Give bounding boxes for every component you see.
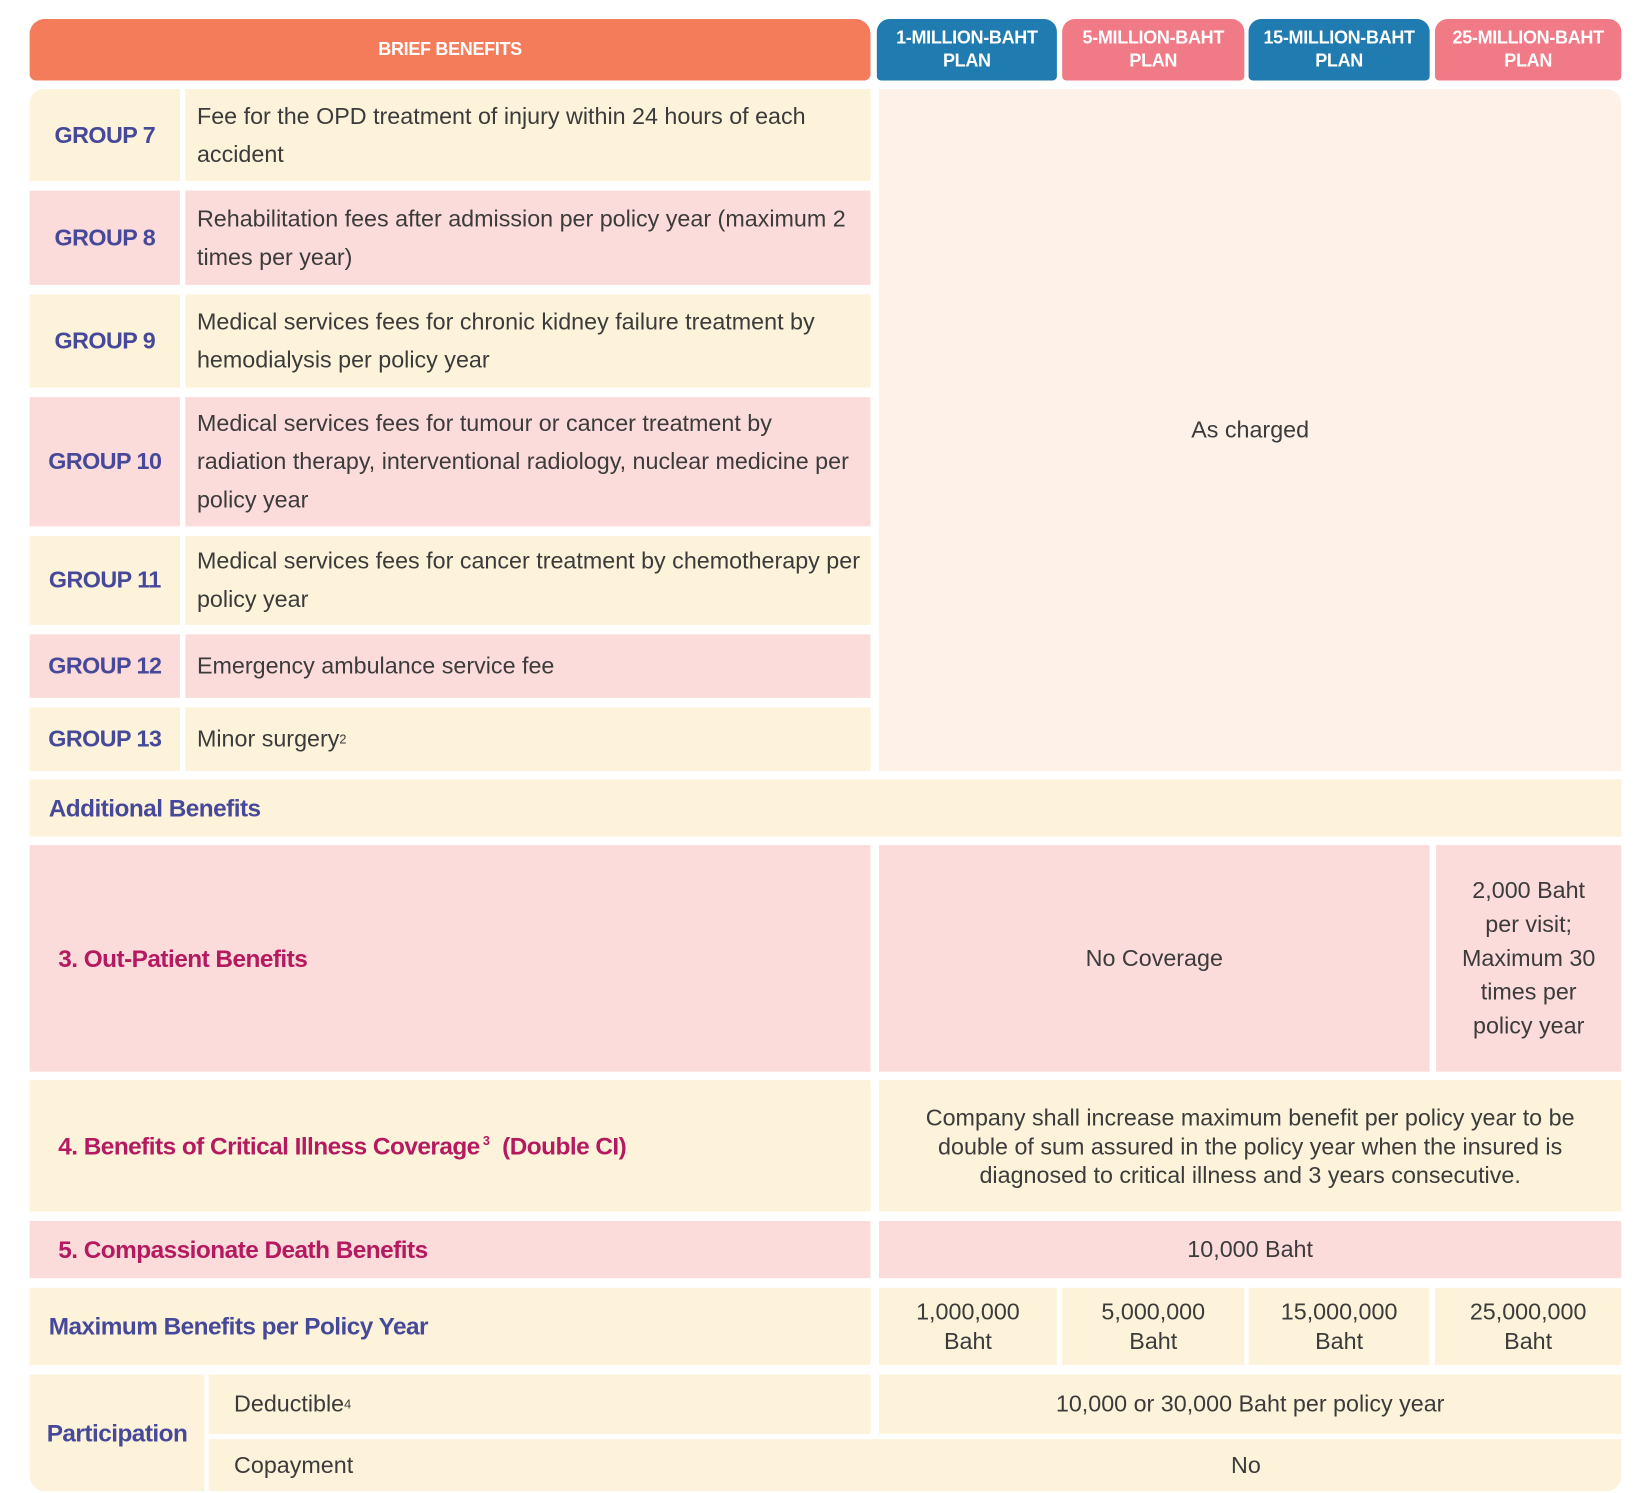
ci-label-suffix: (Double CI) [502,1131,627,1160]
deductible-label: Deductible 4 [208,1374,871,1434]
plan-header-5m: 5-MILLION-BAHT PLAN [1062,19,1245,81]
plan-name: 1-MILLION-BAHT [896,27,1038,48]
max-benefit-5m: 5,000,000 Baht [1062,1287,1245,1366]
critical-illness-label: 4. Benefits of Critical Illness Coverage… [29,1080,871,1212]
group-description: Emergency ambulance service fee [185,634,871,698]
group-label: GROUP 12 [29,634,181,698]
plan-header-1m: 1-MILLION-BAHT PLAN [876,19,1057,81]
deductible-text: Deductible [234,1390,345,1417]
group-label: GROUP 9 [29,294,181,388]
ci-label-text: 4. Benefits of Critical Illness Coverage [58,1131,480,1160]
plan-name: 5-MILLION-BAHT [1082,27,1225,48]
group-label: GROUP 11 [29,535,181,625]
plan-suffix: PLAN [1129,50,1178,71]
footnote-mark: 4 [344,1396,352,1412]
group-description: Medical services fees for tumour or canc… [185,397,871,527]
max-benefit-1m: 1,000,000 Baht [878,1287,1057,1366]
plan-suffix: PLAN [942,50,991,71]
plan-suffix: PLAN [1315,50,1363,71]
group-description: Medical services fees for cancer treatme… [185,535,871,625]
footnote-mark: 3 [482,1133,490,1148]
group-label: GROUP 13 [29,707,181,771]
group-description-text: Minor surgery [196,725,340,752]
additional-benefits-title: Additional Benefits [29,779,1622,837]
plan-header-25m: 25-MILLION-BAHT PLAN [1434,19,1622,81]
max-benefit-15m: 15,000,000 Baht [1248,1287,1430,1366]
outpatient-value-25m: 2,000 Baht per visit; Maximum 30 times p… [1436,845,1622,1072]
plan-header-15m: 15-MILLION-BAHT PLAN [1248,19,1430,81]
participation-label: Participation [29,1374,205,1492]
plan-name: 15-MILLION-BAHT [1263,27,1415,48]
group-label: GROUP 10 [29,397,181,527]
max-benefit-25m: 25,000,000 Baht [1434,1287,1622,1366]
group-description: Fee for the OPD treatment of injury with… [185,88,871,182]
group-description: Rehabilitation fees after admission per … [185,190,871,285]
critical-illness-value: Company shall increase maximum benefit p… [878,1080,1622,1212]
copayment-label: Copayment [208,1439,871,1492]
outpatient-label: 3. Out-Patient Benefits [29,845,871,1072]
deductible-value: 10,000 or 30,000 Baht per policy year [878,1374,1622,1434]
plan-suffix: PLAN [1504,50,1552,71]
group-description: Minor surgery 2 [185,707,871,771]
compassionate-death-value: 10,000 Baht [878,1221,1622,1279]
outpatient-value-no-coverage: No Coverage [878,845,1430,1072]
group-label: GROUP 7 [29,88,181,182]
compassionate-death-label: 5. Compassionate Death Benefits [29,1221,871,1279]
footnote-mark: 2 [339,731,347,747]
max-benefits-label: Maximum Benefits per Policy Year [29,1287,871,1366]
groups-value-as-charged: As charged [878,88,1622,771]
plan-name: 25-MILLION-BAHT [1452,27,1605,48]
group-label: GROUP 8 [29,190,181,285]
brief-benefits-header: BRIEF BENEFITS [29,19,871,81]
group-description: Medical services fees for chronic kidney… [185,294,871,388]
copayment-value: No [870,1439,1622,1492]
